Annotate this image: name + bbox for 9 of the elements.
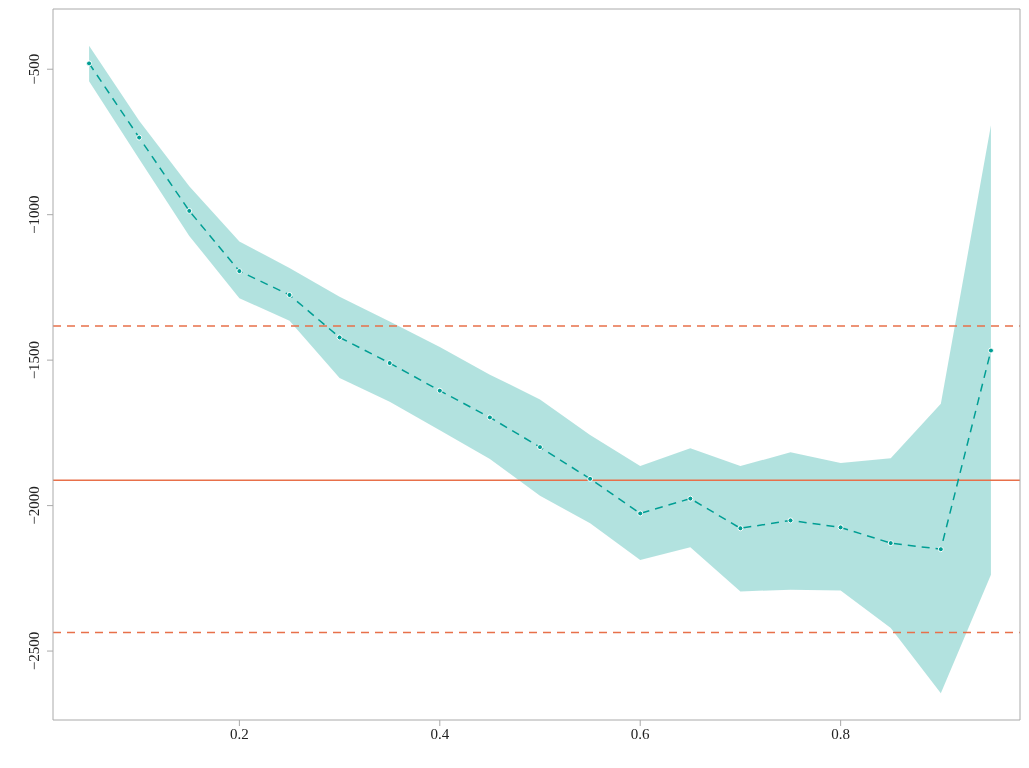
y-tick-label: −1500: [26, 340, 42, 380]
y-tick-label: −2500: [26, 631, 42, 671]
x-tick-label: 0.6: [630, 725, 651, 742]
y-tick-label: −500: [26, 53, 42, 85]
x-tick-label: 0.8: [831, 725, 850, 742]
x-tick-label: 0.2: [230, 725, 249, 742]
y-tick-label: −1000: [26, 195, 42, 234]
y-tick-label: −2000: [26, 486, 42, 525]
x-tick-label: 0.4: [430, 725, 450, 742]
